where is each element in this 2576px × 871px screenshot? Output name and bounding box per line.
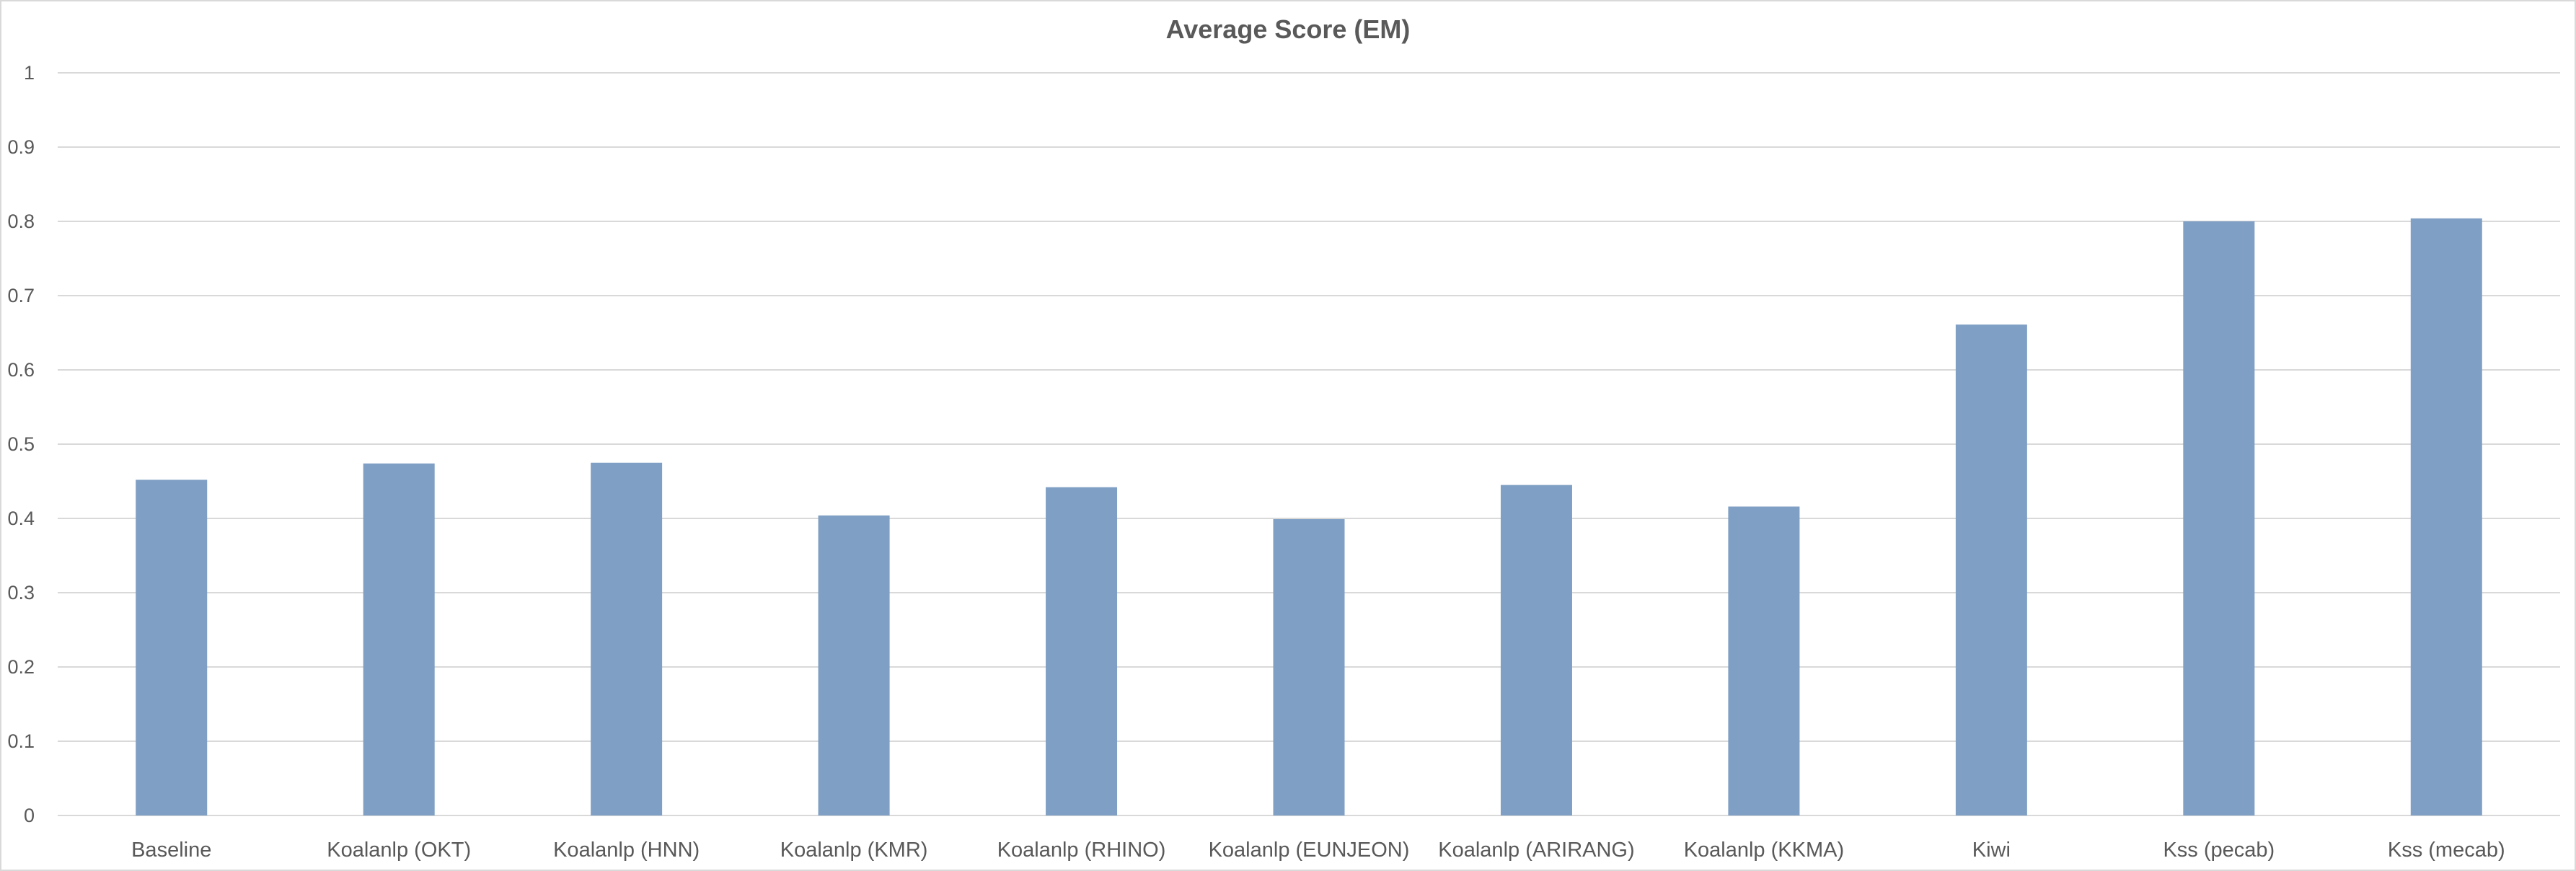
x-category-label: Baseline <box>131 839 211 862</box>
bar <box>136 479 208 815</box>
chart-title: Average Score (EM) <box>1165 14 1411 44</box>
x-category-label: Kss (mecab) <box>2388 839 2505 862</box>
bar <box>818 515 890 815</box>
y-tick-label: 0.5 <box>7 433 35 455</box>
y-tick-label: 0.9 <box>7 136 35 158</box>
y-tick-label: 0 <box>24 805 35 826</box>
bar <box>2410 218 2482 815</box>
x-category-label: Koalanlp (RHINO) <box>997 839 1166 862</box>
bars <box>136 218 2482 815</box>
x-category-label: Koalanlp (KKMA) <box>1684 839 1844 862</box>
y-tick-label: 0.8 <box>7 211 35 232</box>
bar <box>591 462 663 815</box>
y-tick-label: 0.6 <box>7 359 35 381</box>
y-tick-label: 1 <box>24 62 35 84</box>
x-category-label: Kss (pecab) <box>2163 839 2275 862</box>
bar <box>1046 487 1118 815</box>
y-tick-label: 0.4 <box>7 508 35 529</box>
bar <box>1728 506 1800 815</box>
x-category-label: Koalanlp (ARIRANG) <box>1438 839 1634 862</box>
y-axis-ticks: 0 0.1 0.2 0.3 0.4 0.5 0.6 0.7 0.8 0.9 1 <box>7 62 35 826</box>
x-category-label: Koalanlp (HNN) <box>553 839 700 862</box>
bar <box>1500 485 1572 815</box>
x-category-label: Koalanlp (EUNJEON) <box>1209 839 1410 862</box>
y-tick-label: 0.7 <box>7 285 35 306</box>
bar <box>1273 519 1345 815</box>
bar <box>1955 324 2027 815</box>
y-tick-label: 0.3 <box>7 582 35 603</box>
y-tick-label: 0.2 <box>7 656 35 678</box>
bar <box>363 463 435 815</box>
x-axis-labels: Baseline Koalanlp (OKT) Koalanlp (HNN) Koal… <box>131 839 2505 862</box>
x-category-label: Koalanlp (OKT) <box>327 839 471 862</box>
x-category-label: Kiwi <box>1972 839 2011 862</box>
x-category-label: Koalanlp (KMR) <box>780 839 928 862</box>
bar <box>2183 221 2255 815</box>
y-tick-label: 0.1 <box>7 730 35 752</box>
